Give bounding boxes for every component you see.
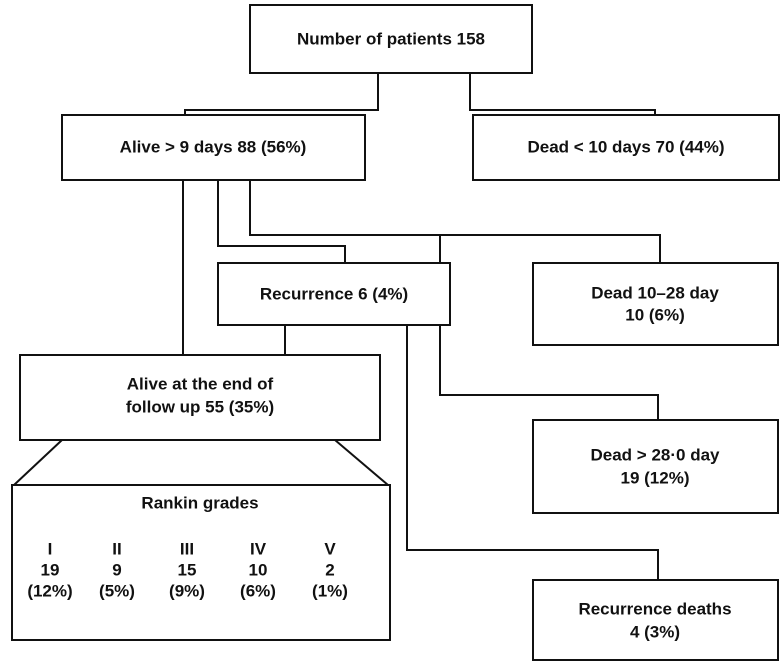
rankin-grade: V (324, 539, 336, 558)
node-box (472, 114, 780, 181)
rankin-columns: I 19 (12%) II 9 (5%) III 15 (9%) IV 10 (… (27, 539, 348, 600)
node-label: 10 (6%) (625, 305, 685, 324)
node-box (217, 262, 451, 326)
connector (217, 180, 346, 263)
node-label: Number of patients 158 (297, 29, 485, 48)
node-label: Dead 10–28 day (591, 283, 719, 302)
rankin-count: 2 (325, 560, 334, 579)
node-label: 4 (3%) (630, 622, 680, 641)
connector (406, 325, 659, 580)
rankin-title: Rankin grades (141, 493, 258, 512)
rankin-count: 19 (41, 560, 60, 579)
node-box (19, 354, 381, 441)
rankin-grade: II (112, 539, 121, 558)
connector (13, 439, 63, 486)
node-label: Dead > 28·0 day (591, 445, 721, 464)
node-label: Recurrence deaths (578, 599, 731, 618)
node-label: follow up 55 (35%) (126, 397, 274, 416)
rankin-count: 10 (249, 560, 268, 579)
rankin-percent: (9%) (169, 581, 205, 600)
rankin-percent: (12%) (27, 581, 72, 600)
node-box (532, 262, 779, 346)
rankin-grade: III (180, 539, 194, 558)
node-box (532, 419, 779, 514)
rankin-box (11, 484, 391, 641)
node-label: Dead < 10 days 70 (44%) (527, 137, 724, 156)
rankin-count: 9 (112, 560, 121, 579)
connector (334, 439, 389, 486)
node-box (61, 114, 366, 181)
node-label: Recurrence 6 (4%) (260, 284, 408, 303)
node-label: 19 (12%) (621, 468, 690, 487)
connector (469, 73, 656, 115)
rankin-grade: I (48, 539, 53, 558)
rankin-percent: (6%) (240, 581, 276, 600)
rankin-grade: IV (250, 539, 267, 558)
node-box (249, 4, 533, 74)
connector (184, 73, 379, 115)
rankin-count: 15 (178, 560, 197, 579)
node-label: Alive > 9 days 88 (56%) (120, 137, 307, 156)
connector (249, 180, 661, 263)
node-box (532, 579, 779, 661)
rankin-percent: (5%) (99, 581, 135, 600)
rankin-percent: (1%) (312, 581, 348, 600)
node-label: Alive at the end of (127, 374, 274, 393)
